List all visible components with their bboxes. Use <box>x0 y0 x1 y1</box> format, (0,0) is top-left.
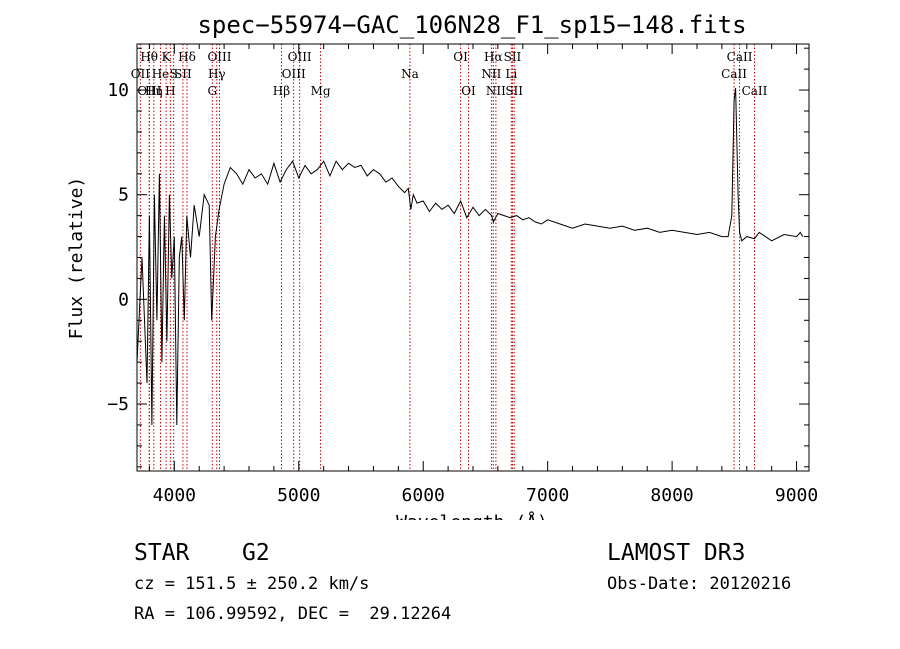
redshift-velocity: cz = 151.5 ± 250.2 km/s <box>134 574 370 594</box>
spectral-line-label: SII <box>505 84 523 98</box>
x-axis-ticks: 4000 5000 6000 7000 8000 9000 <box>148 44 818 506</box>
spectral-line-label: OIII <box>207 50 231 64</box>
spectral-line-label: Mg <box>311 84 331 98</box>
y-axis-ticks: −5 0 5 10 <box>107 47 809 468</box>
spectral-line-label: CaII <box>742 84 768 98</box>
spectral-line-label: OII <box>131 67 151 81</box>
spectral-line-label: NII <box>486 84 506 98</box>
spectral-line-label: NII <box>481 67 501 81</box>
spectral-line-label: Hγ <box>208 67 226 81</box>
plot-frame <box>136 43 810 472</box>
flux-series-line <box>136 87 804 426</box>
x-tick-label: 7000 <box>526 485 569 506</box>
spectral-line-label: K <box>162 50 172 64</box>
spectral-line-label: OI <box>453 50 468 64</box>
spectral-line-label: OIII <box>288 50 312 64</box>
x-tick-label: 9000 <box>775 485 818 506</box>
x-tick-label: 4000 <box>153 485 196 506</box>
x-axis-label: Wavelength (Å) <box>396 511 548 520</box>
spectral-line-label: Hη <box>145 84 163 98</box>
y-axis-label: Flux (relative) <box>66 177 87 340</box>
spectral-line-label: G <box>207 84 217 98</box>
spectrum-chart: spec−55974−GAC_106N28_F1_sp15−148.fits H… <box>66 11 818 520</box>
spectral-line-label: OI <box>461 84 476 98</box>
y-tick-label: 10 <box>107 80 129 101</box>
y-tick-label: 5 <box>118 185 129 206</box>
spectral-line-label: Hθ <box>140 50 158 64</box>
x-tick-label: 6000 <box>402 485 445 506</box>
spectral-line-label: Hβ <box>273 84 290 98</box>
observation-date: Obs-Date: 20120216 <box>607 574 792 594</box>
y-tick-label: −5 <box>107 394 129 415</box>
spectral-line-label: SII <box>174 67 192 81</box>
spectral-line-label: Li <box>505 67 517 81</box>
spectral-line-label: H <box>165 84 175 98</box>
spectral-line-label: Hδ <box>178 50 196 64</box>
object-class: STAR <box>134 540 190 566</box>
spectral-line-label: OIII <box>282 67 306 81</box>
survey-name: LAMOST DR3 <box>607 540 746 566</box>
spectral-line-markers <box>139 44 755 471</box>
spectral-line-label: Hα <box>484 50 503 64</box>
x-tick-label: 5000 <box>277 485 320 506</box>
y-tick-label: 0 <box>118 289 129 310</box>
object-subclass: G2 <box>242 540 270 566</box>
coordinates: RA = 106.99592, DEC = 29.12264 <box>134 604 452 624</box>
spectral-line-label: CaII <box>727 50 753 64</box>
spectral-line-label: SII <box>504 50 522 64</box>
spectral-line-label: CaII <box>721 67 747 81</box>
spectral-line-label: Na <box>401 67 419 81</box>
spectral-line-label: S <box>170 67 178 81</box>
spectral-line-label: He <box>152 67 170 81</box>
chart-title: spec−55974−GAC_106N28_F1_sp15−148.fits <box>197 11 746 39</box>
spectral-line-label: OIII <box>137 84 161 98</box>
x-tick-label: 8000 <box>650 485 693 506</box>
